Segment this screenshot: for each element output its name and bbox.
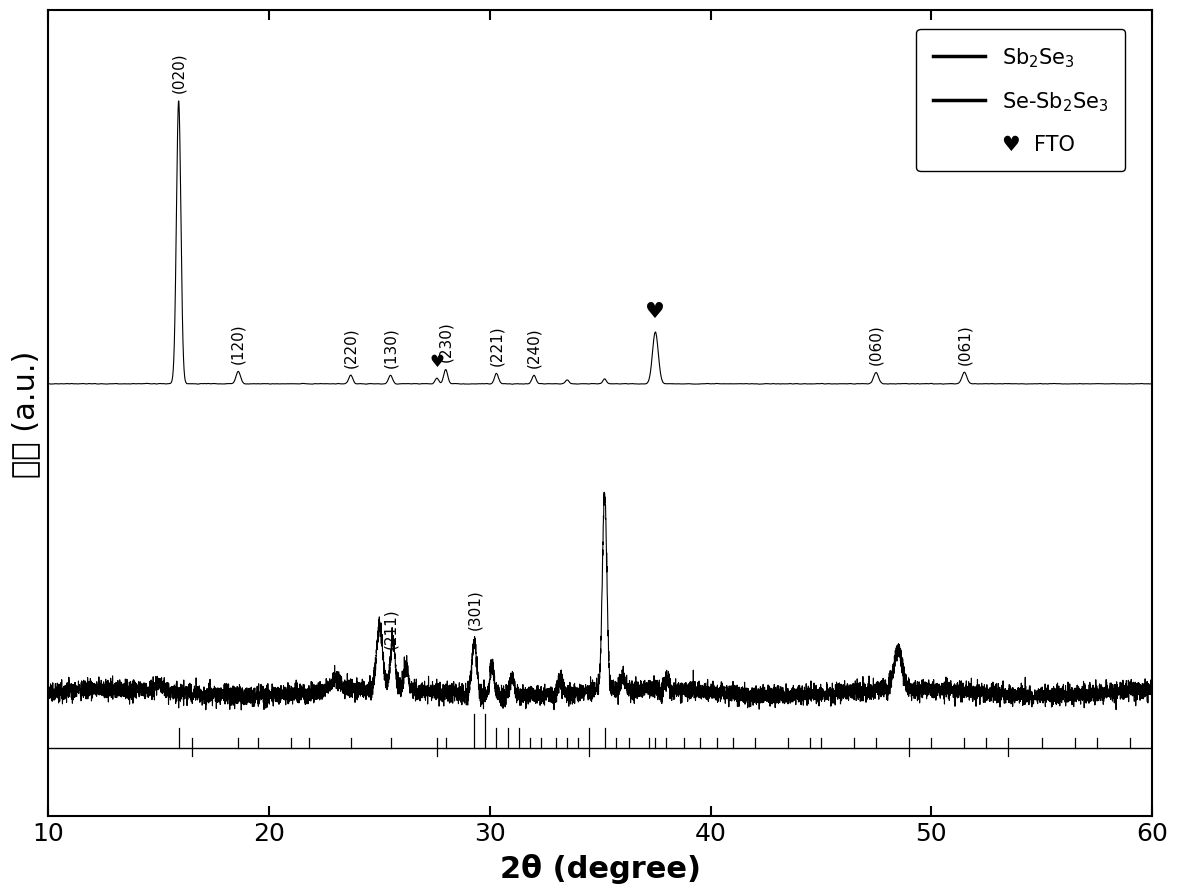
Text: (060): (060) <box>869 324 883 365</box>
Text: ♥: ♥ <box>645 301 665 321</box>
Legend: Sb$_2$Se$_3$, Se-Sb$_2$Se$_3$, ♥  FTO: Sb$_2$Se$_3$, Se-Sb$_2$Se$_3$, ♥ FTO <box>916 30 1125 172</box>
X-axis label: 2θ (degree): 2θ (degree) <box>500 853 700 883</box>
Text: (020): (020) <box>171 53 186 93</box>
Text: (221): (221) <box>489 325 503 366</box>
Text: (061): (061) <box>957 324 971 364</box>
Text: (230): (230) <box>439 321 453 361</box>
Y-axis label: 强度 (a.u.): 强度 (a.u.) <box>11 350 40 477</box>
Text: (220): (220) <box>343 326 358 367</box>
Text: (301): (301) <box>467 588 482 629</box>
Text: ♥: ♥ <box>429 352 444 370</box>
Text: (130): (130) <box>383 326 399 367</box>
Text: (120): (120) <box>231 323 245 364</box>
Text: (211): (211) <box>383 608 399 648</box>
Text: (240): (240) <box>527 326 541 367</box>
